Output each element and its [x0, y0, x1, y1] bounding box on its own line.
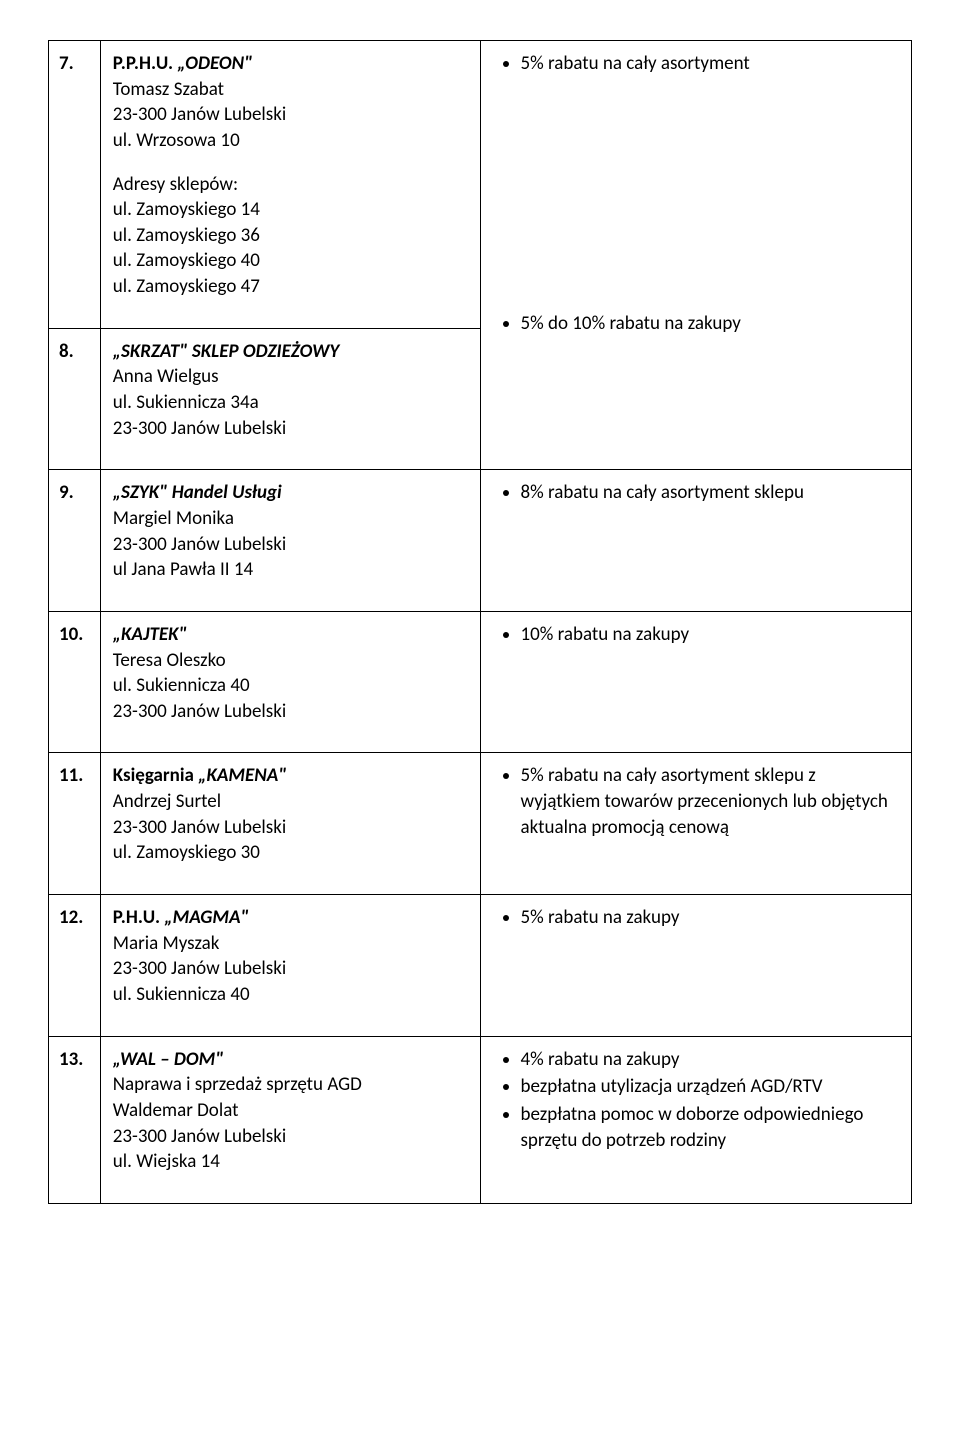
line: 23-300 Janów Lubelski	[113, 816, 286, 839]
row-left: Księgarnia „KAMENA" Andrzej Surtel 23-30…	[100, 753, 480, 895]
name-pre: Księgarnia	[113, 764, 198, 787]
company-name: „KAMENA"	[198, 764, 286, 787]
row-right: 10% rabatu na zakupy	[480, 611, 912, 753]
name-pre: P.P.H.U.	[113, 52, 178, 75]
row-left: „WAL – DOM" Naprawa i sprzedaż sprzętu A…	[100, 1036, 480, 1203]
line: ul. Zamoyskiego 47	[113, 275, 260, 298]
row-left: „SKRZAT" SKLEP ODZIEŻOWY Anna Wielgus ul…	[100, 328, 480, 470]
line: 23-300 Janów Lubelski	[113, 533, 286, 556]
row-number: 13.	[49, 1036, 101, 1203]
addr-label: Adresy sklepów:	[113, 173, 238, 196]
table-row: 12. P.H.U. „MAGMA" Maria Myszak 23-300 J…	[49, 895, 912, 1037]
line: ul. Zamoyskiego 40	[113, 249, 260, 272]
bullet: 5% rabatu na zakupy	[521, 905, 900, 931]
row-left: P.P.H.U. „ODEON" Tomasz Szabat 23-300 Ja…	[100, 41, 480, 329]
company-name: „WAL – DOM"	[113, 1048, 224, 1071]
row-left: P.H.U. „MAGMA" Maria Myszak 23-300 Janów…	[100, 895, 480, 1037]
table-row: 7. P.P.H.U. „ODEON" Tomasz Szabat 23-300…	[49, 41, 912, 329]
line: ul. Sukiennicza 40	[113, 983, 250, 1006]
row-right: 5% rabatu na zakupy	[480, 895, 912, 1037]
row-number: 12.	[49, 895, 101, 1037]
row-right: 5% rabatu na cały asortyment sklepu z wy…	[480, 753, 912, 895]
row-left: „SZYK" Handel Usługi Margiel Monika 23-3…	[100, 470, 480, 612]
line: 23-300 Janów Lubelski	[113, 957, 286, 980]
company-name: „KAJTEK"	[113, 623, 187, 646]
bullet: bezpłatna pomoc w doborze odpowiedniego …	[521, 1102, 900, 1153]
bullet: 10% rabatu na zakupy	[521, 622, 900, 648]
line: ul. Zamoyskiego 36	[113, 224, 260, 247]
bullet: 8% rabatu na cały asortyment sklepu	[521, 480, 900, 506]
table-row: 13. „WAL – DOM" Naprawa i sprzedaż sprzę…	[49, 1036, 912, 1203]
table-row: 10. „KAJTEK" Teresa Oleszko ul. Sukienni…	[49, 611, 912, 753]
line: ul. Wrzosowa 10	[113, 129, 240, 152]
row-number: 8.	[49, 328, 101, 470]
name-pre: P.H.U.	[113, 906, 165, 929]
table-row: 9. „SZYK" Handel Usługi Margiel Monika 2…	[49, 470, 912, 612]
row-right: 4% rabatu na zakupy bezpłatna utylizacja…	[480, 1036, 912, 1203]
line: 23-300 Janów Lubelski	[113, 700, 286, 723]
line: Tomasz Szabat	[113, 78, 224, 101]
row-right: 8% rabatu na cały asortyment sklepu	[480, 470, 912, 612]
line: Maria Myszak	[113, 932, 220, 955]
row-number: 10.	[49, 611, 101, 753]
row-number: 7.	[49, 41, 101, 329]
line: ul. Sukiennicza 34a	[113, 391, 259, 414]
offers-table: 7. P.P.H.U. „ODEON" Tomasz Szabat 23-300…	[48, 40, 912, 1204]
bullet: 5% rabatu na cały asortyment sklepu z wy…	[521, 763, 900, 840]
line: 23-300 Janów Lubelski	[113, 103, 286, 126]
bullet: 4% rabatu na zakupy	[521, 1047, 900, 1073]
bullet: bezpłatna utylizacja urządzeń AGD/RTV	[521, 1074, 900, 1100]
row-number: 11.	[49, 753, 101, 895]
bullet: 5% do 10% rabatu na zakupy	[521, 311, 900, 337]
company-name: „ODEON"	[177, 52, 252, 75]
row-right: 5% rabatu na cały asortyment 5% do 10% r…	[480, 41, 912, 470]
line: Margiel Monika	[113, 507, 234, 530]
company-name: „SZYK" Handel Usługi	[113, 481, 282, 504]
line: ul Jana Pawła II 14	[113, 558, 253, 581]
bullet: 5% rabatu na cały asortyment	[521, 51, 900, 77]
line: 23-300 Janów Lubelski	[113, 417, 286, 440]
line: ul. Sukiennicza 40	[113, 674, 250, 697]
line: ul. Zamoyskiego 30	[113, 841, 260, 864]
row-number: 9.	[49, 470, 101, 612]
line: Anna Wielgus	[113, 365, 219, 388]
table-row: 11. Księgarnia „KAMENA" Andrzej Surtel 2…	[49, 753, 912, 895]
line: Andrzej Surtel	[113, 790, 221, 813]
line: Teresa Oleszko	[113, 649, 226, 672]
line: 23-300 Janów Lubelski	[113, 1125, 286, 1148]
company-name: „MAGMA"	[164, 906, 249, 929]
line: ul. Wiejska 14	[113, 1150, 220, 1173]
line: Waldemar Dolat	[113, 1099, 239, 1122]
line: ul. Zamoyskiego 14	[113, 198, 260, 221]
company-name: „SKRZAT" SKLEP ODZIEŻOWY	[113, 340, 339, 363]
line: Naprawa i sprzedaż sprzętu AGD	[113, 1073, 362, 1096]
row-left: „KAJTEK" Teresa Oleszko ul. Sukiennicza …	[100, 611, 480, 753]
